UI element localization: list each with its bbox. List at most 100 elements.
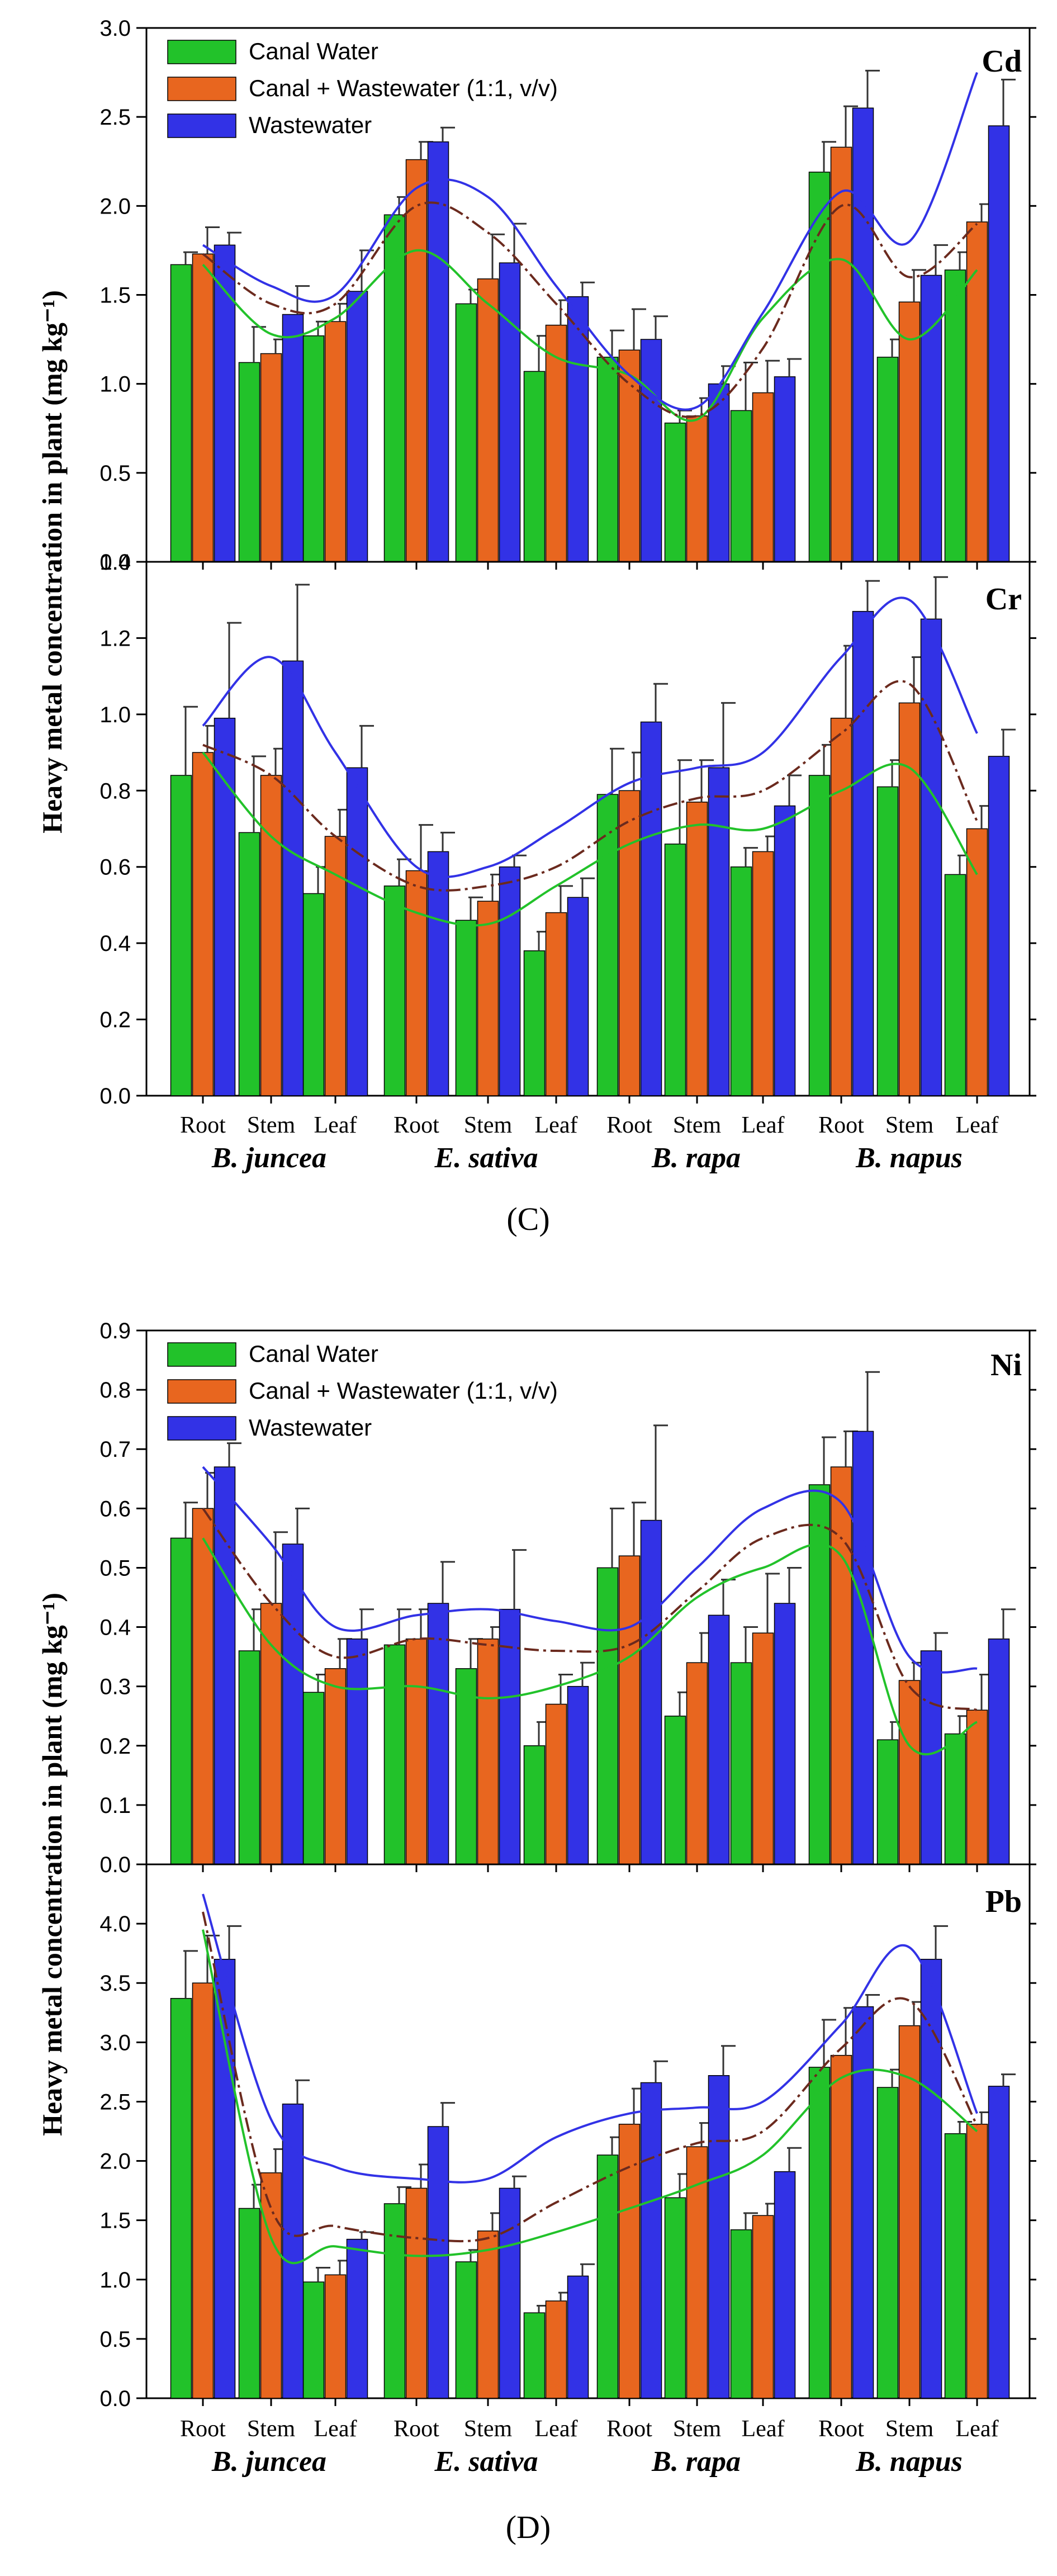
cd-y-tick-label: 0.0 bbox=[99, 550, 131, 575]
panel-c: 0.0 0.5 1.0 1.5 2.0 2.5 3.0 Cd 0.0 0.2 0.4 0.6 0.8… bbox=[36, 16, 1036, 1237]
pb-bar-mix bbox=[752, 2215, 774, 2399]
ni-bar-canal bbox=[730, 1662, 752, 1865]
cr-bar-mix bbox=[405, 870, 428, 1096]
pb-bar-mix bbox=[830, 2054, 852, 2399]
pb-bar-mix bbox=[966, 2124, 988, 2399]
cd-bar-waste bbox=[499, 262, 521, 562]
cd-bar-waste bbox=[640, 339, 662, 562]
cr-bar-mix bbox=[545, 912, 567, 1096]
x-category-label: Stem bbox=[885, 2416, 934, 2442]
cd-trend-line-canal bbox=[202, 249, 978, 422]
pb-bar-canal bbox=[302, 2281, 325, 2399]
pb-bar-mix bbox=[477, 2231, 499, 2399]
cr-bar-mix bbox=[686, 802, 708, 1096]
pb-bar-canal bbox=[238, 2208, 260, 2399]
ni-y-tick-label: 0.6 bbox=[99, 1497, 131, 1521]
cd-y-tick-label: 2.5 bbox=[99, 105, 131, 130]
cr-metal-label: Cr bbox=[985, 582, 1022, 617]
species-label: E. sativa bbox=[434, 2446, 538, 2478]
cd-bar-canal bbox=[808, 172, 831, 562]
legend-label-canal: Canal Water bbox=[249, 38, 378, 64]
cd-bar-waste bbox=[567, 296, 589, 562]
cr-bar-mix bbox=[324, 836, 347, 1096]
ni-y-tick-label: 0.4 bbox=[99, 1616, 131, 1640]
x-category-label: Leaf bbox=[314, 1112, 357, 1138]
y-axis-label-c: Heavy metal concentration in plant (mg k… bbox=[36, 290, 68, 834]
pb-bar-canal bbox=[730, 2229, 752, 2399]
cd-metal-label: Cd bbox=[982, 44, 1022, 79]
cr-bar-waste bbox=[427, 851, 449, 1096]
pb-bar-canal bbox=[523, 2312, 546, 2399]
cr-bar-waste bbox=[920, 618, 942, 1096]
cr-bar-waste bbox=[346, 767, 368, 1096]
x-axis-labels-c: Root Stem Leaf Root Stem Leaf Root Stem Leaf Root… bbox=[180, 1112, 998, 1174]
pb-bar-canal bbox=[170, 1998, 192, 2399]
cd-y-tick-label: 2.0 bbox=[99, 194, 131, 219]
ni-bar-mix bbox=[477, 1639, 499, 1865]
cd-bar-waste bbox=[920, 274, 942, 562]
cr-bar-waste bbox=[708, 767, 730, 1096]
cr-trend-line-mix bbox=[202, 680, 978, 892]
x-category-label: Stem bbox=[247, 1112, 296, 1138]
pb-y-tick-label: 0.0 bbox=[99, 2386, 131, 2411]
pb-bar-canal bbox=[664, 2197, 686, 2399]
cd-bar-mix bbox=[830, 146, 852, 562]
ni-bar-waste bbox=[640, 1519, 662, 1865]
ni-y-tick-label: 0.7 bbox=[99, 1437, 131, 1462]
cd-bar-canal bbox=[383, 214, 406, 562]
cd-bar-mix bbox=[192, 253, 214, 562]
pb-y-tick-label: 2.0 bbox=[99, 2149, 131, 2174]
cr-bar-canal bbox=[383, 886, 406, 1096]
ni-bar-waste bbox=[214, 1466, 236, 1865]
cr-bar-waste bbox=[988, 756, 1010, 1096]
cr-bar-canal bbox=[730, 866, 752, 1096]
x-axis-labels-d: Root Stem Leaf Root Stem Leaf Root Stem Leaf Root… bbox=[180, 2416, 998, 2478]
y-axis-label-d: Heavy metal concentration in plant (mg k… bbox=[36, 1593, 68, 2136]
cd-bar-canal bbox=[664, 422, 686, 562]
pb-bar-waste bbox=[567, 2275, 589, 2399]
pb-bar-waste bbox=[282, 2103, 304, 2399]
pb-bar-mix bbox=[324, 2274, 347, 2399]
pb-bar-mix bbox=[260, 2172, 282, 2399]
ni-metal-label: Ni bbox=[990, 1348, 1022, 1382]
cd-bar-canal bbox=[455, 303, 477, 562]
x-category-label: Leaf bbox=[314, 2416, 357, 2442]
x-category-label: Leaf bbox=[742, 2416, 785, 2442]
ni-bar-waste bbox=[708, 1614, 730, 1865]
legend-swatch-waste bbox=[167, 113, 236, 138]
cd-bar-mix bbox=[260, 353, 282, 562]
ni-bar-canal bbox=[302, 1692, 325, 1865]
ni-bar-waste bbox=[852, 1431, 874, 1865]
legend-label-waste: Wastewater bbox=[249, 1414, 372, 1441]
pb-bar-mix bbox=[618, 2124, 641, 2399]
cr-bar-canal bbox=[302, 893, 325, 1096]
legend-c: Canal Water Canal + Wastewater (1:1, v/v)… bbox=[167, 38, 558, 138]
ni-bar-canal bbox=[876, 1739, 899, 1865]
pb-y-tick-label: 2.5 bbox=[99, 2090, 131, 2114]
cd-y-tick-label: 1.0 bbox=[99, 372, 131, 397]
cd-bar-waste bbox=[708, 383, 730, 562]
ni-bar-canal bbox=[944, 1733, 966, 1865]
caption-d: (D) bbox=[506, 2509, 551, 2545]
x-category-label: Stem bbox=[885, 1112, 934, 1138]
ni-bar-mix bbox=[830, 1466, 852, 1865]
cd-bar-mix bbox=[405, 159, 428, 562]
x-category-label: Root bbox=[394, 1112, 439, 1138]
species-label: B. rapa bbox=[651, 2446, 741, 2478]
species-label: B. napus bbox=[855, 2446, 963, 2478]
x-category-label: Stem bbox=[247, 2416, 296, 2442]
cr-bar-mix bbox=[830, 717, 852, 1096]
cd-trend-line-mix bbox=[202, 201, 978, 418]
species-label: B. juncea bbox=[211, 1142, 326, 1174]
x-category-label: Root bbox=[394, 2416, 439, 2442]
cr-bar-canal bbox=[238, 832, 260, 1096]
ni-bar-canal bbox=[170, 1537, 192, 1865]
cr-y-tick-label: 0.8 bbox=[99, 779, 131, 803]
ni-bar-waste bbox=[499, 1608, 521, 1865]
ni-bar-canal bbox=[383, 1644, 406, 1865]
pb-bar-canal bbox=[876, 2087, 899, 2399]
x-category-label: Stem bbox=[673, 1112, 722, 1138]
cr-bar-mix bbox=[898, 702, 921, 1096]
cd-bar-waste bbox=[282, 314, 304, 562]
cr-bar-canal bbox=[808, 775, 831, 1096]
